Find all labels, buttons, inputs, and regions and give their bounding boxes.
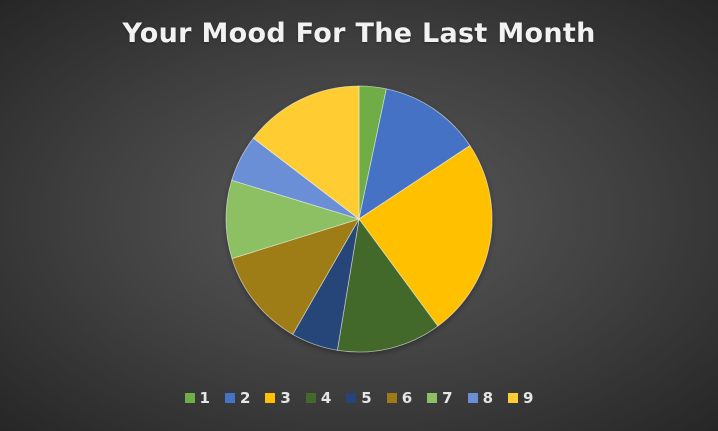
legend-label-3: 3	[280, 389, 291, 407]
legend-item-5: 5	[346, 389, 372, 407]
legend-swatch-4	[305, 393, 316, 403]
legend-swatch-9	[508, 393, 519, 403]
legend-swatch-2	[224, 393, 235, 403]
pie-slice-3	[358, 145, 493, 327]
pie-slice-6	[231, 218, 360, 335]
legend-item-6: 6	[386, 389, 413, 407]
legend-swatch-1	[184, 393, 195, 403]
pie-slice-7	[225, 179, 361, 260]
chart-title: Your Mood For The Last Month	[122, 18, 596, 49]
legend-label-1: 1	[199, 389, 210, 407]
pie-slice-2	[358, 88, 471, 220]
legend-label-5: 5	[361, 389, 372, 407]
legend-swatch-5	[346, 393, 357, 403]
legend-item-2: 2	[224, 389, 251, 407]
legend-label-8: 8	[482, 389, 494, 407]
legend-item-9: 9	[508, 389, 533, 407]
legend-label-4: 4	[320, 389, 332, 407]
legend-swatch-7	[427, 393, 438, 403]
legend-item-4: 4	[305, 389, 332, 407]
legend-item-7: 7	[427, 389, 453, 407]
legend-item-3: 3	[265, 389, 291, 407]
legend-item-1: 1	[184, 389, 210, 407]
chart-legend: 1 2 3 4 5 6 7 8 9	[0, 389, 718, 407]
pie-slice-4	[336, 217, 439, 353]
legend-swatch-3	[265, 393, 276, 403]
legend-swatch-6	[386, 393, 397, 403]
legend-swatch-8	[467, 393, 478, 403]
legend-label-2: 2	[239, 389, 251, 407]
legend-item-8: 8	[467, 389, 494, 407]
legend-label-9: 9	[523, 389, 534, 407]
pie-slice-9	[252, 85, 360, 220]
legend-label-7: 7	[442, 389, 453, 407]
legend-label-6: 6	[401, 389, 413, 407]
